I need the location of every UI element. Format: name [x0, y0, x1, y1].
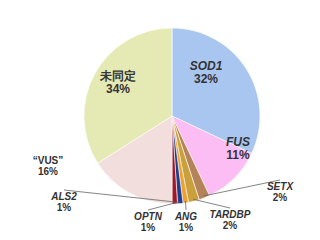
slices [84, 28, 260, 204]
category-label: ANG [174, 211, 197, 222]
value-label: 11% [226, 148, 250, 162]
slice [172, 116, 178, 204]
value-label: 16% [38, 166, 58, 177]
leader-line [64, 190, 175, 202]
value-label: 1% [179, 222, 194, 233]
category-label: ALS2 [50, 191, 77, 202]
value-label: 2% [273, 192, 288, 203]
category-label: “VUS” [33, 155, 64, 166]
category-label: FUS [226, 135, 250, 149]
category-label: SETX [267, 181, 294, 192]
value-label: 1% [57, 202, 72, 213]
leader-lines [64, 180, 280, 210]
chart: SOD132%FUS11%SETX2%TARDBP2%ANG1%OPTN1%AL… [0, 0, 320, 240]
slice [172, 116, 188, 203]
value-label: 32% [194, 72, 218, 86]
leader-line [193, 199, 230, 208]
slice [84, 28, 172, 163]
leader-line [185, 201, 187, 210]
slice [172, 116, 183, 204]
value-label: 34% [106, 82, 130, 96]
category-label: 未同定 [99, 69, 136, 83]
value-label: 2% [223, 220, 238, 231]
category-label: OPTN [134, 211, 163, 222]
leader-line [148, 202, 180, 210]
labels: SOD132%FUS11%SETX2%TARDBP2%ANG1%OPTN1%AL… [33, 59, 295, 233]
category-label: SOD1 [190, 59, 223, 73]
category-label: TARDBP [210, 209, 251, 220]
value-label: 1% [141, 222, 156, 233]
